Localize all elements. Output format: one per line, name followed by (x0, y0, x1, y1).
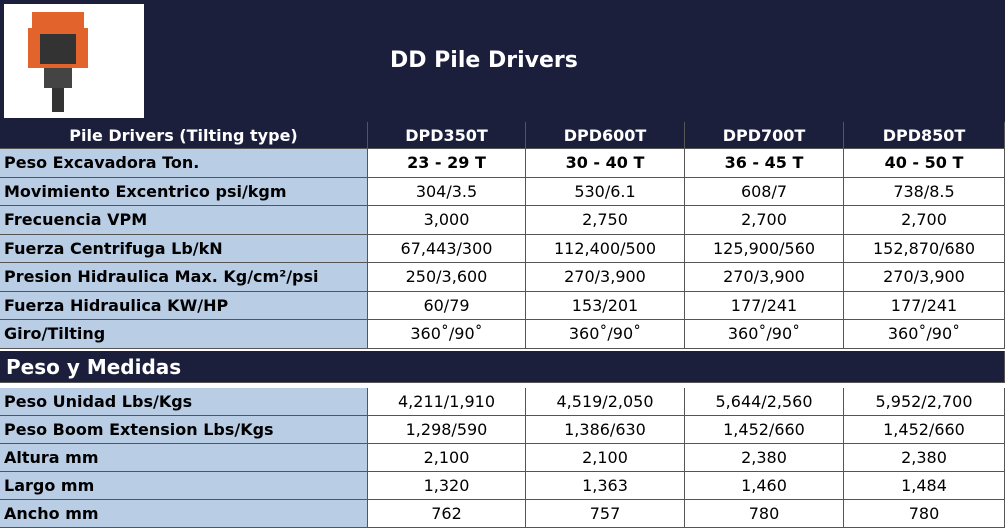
table-cell: Fuerza Hidraulica KW/HP (0, 292, 368, 321)
table-cell: DPD600T (526, 122, 685, 149)
table-cell: 270/3,900 (844, 263, 1005, 292)
table-cell: 2,100 (526, 444, 685, 472)
table-cell: 60/79 (368, 292, 526, 321)
table-cell: 3,000 (368, 206, 526, 235)
table-cell: Peso Excavadora Ton. (0, 149, 368, 178)
product-image (4, 4, 144, 118)
table-cell: 177/241 (685, 292, 844, 321)
table-cell: 2,750 (526, 206, 685, 235)
table-cell: Pile Drivers (Tilting type) (0, 122, 368, 149)
table-cell: 112,400/500 (526, 235, 685, 264)
table-cell: 23 - 29 T (368, 149, 526, 178)
table-cell: 30 - 40 T (526, 149, 685, 178)
table-cell: 270/3,900 (685, 263, 844, 292)
table-cell: 1,298/590 (368, 416, 526, 444)
table-cell: DPD700T (685, 122, 844, 149)
table-cell: 153/201 (526, 292, 685, 321)
table-cell: 2,380 (844, 444, 1005, 472)
table-cell: 2,100 (368, 444, 526, 472)
table-cell: 738/8.5 (844, 178, 1005, 207)
table-cell: 530/6.1 (526, 178, 685, 207)
table-cell: 2,700 (685, 206, 844, 235)
table-cell: 608/7 (685, 178, 844, 207)
table-cell: Largo mm (0, 472, 368, 500)
table-cell: 67,443/300 (368, 235, 526, 264)
table-cell: 1,363 (526, 472, 685, 500)
table-cell: Frecuencia VPM (0, 206, 368, 235)
machine-icon (4, 4, 144, 118)
table-cell: 360˚/90˚ (685, 320, 844, 349)
table-cell: 250/3,600 (368, 263, 526, 292)
table-cell: 1,452/660 (844, 416, 1005, 444)
table-cell: 125,900/560 (685, 235, 844, 264)
table-cell: 762 (368, 500, 526, 528)
table-cell: 4,519/2,050 (526, 388, 685, 416)
table-cell: 360˚/90˚ (368, 320, 526, 349)
table-cell: 177/241 (844, 292, 1005, 321)
table-cell: Giro/Tilting (0, 320, 368, 349)
table-cell: 780 (685, 500, 844, 528)
table-cell: 360˚/90˚ (526, 320, 685, 349)
table-cell: 304/3.5 (368, 178, 526, 207)
table-cell: 1,452/660 (685, 416, 844, 444)
table-cell: 360˚/90˚ (844, 320, 1005, 349)
table-cell: 5,644/2,560 (685, 388, 844, 416)
table-cell: Peso Boom Extension Lbs/Kgs (0, 416, 368, 444)
table-cell: 4,211/1,910 (368, 388, 526, 416)
page-title: DD Pile Drivers (390, 48, 578, 73)
table-cell: Peso y Medidas (0, 351, 1005, 383)
table-cell: 1,320 (368, 472, 526, 500)
table-cell: DPD350T (368, 122, 526, 149)
table-cell: 1,386/630 (526, 416, 685, 444)
table-cell: Altura mm (0, 444, 368, 472)
table-cell: 1,484 (844, 472, 1005, 500)
table-cell: Peso Unidad Lbs/Kgs (0, 388, 368, 416)
table-cell: 757 (526, 500, 685, 528)
table-cell: Movimiento Excentrico psi/kgm (0, 178, 368, 207)
table-cell: 2,700 (844, 206, 1005, 235)
table-cell: 36 - 45 T (685, 149, 844, 178)
table-cell: DPD850T (844, 122, 1005, 149)
table-cell: 1,460 (685, 472, 844, 500)
table-cell: 780 (844, 500, 1005, 528)
table-cell: 40 - 50 T (844, 149, 1005, 178)
page: DD Pile Drivers Pile Drivers (Tilting ty… (0, 0, 1005, 529)
table-cell: 270/3,900 (526, 263, 685, 292)
table-cell: 152,870/680 (844, 235, 1005, 264)
table-cell: 5,952/2,700 (844, 388, 1005, 416)
table-cell: Presion Hidraulica Max. Kg/cm²/psi (0, 263, 368, 292)
table-cell: 2,380 (685, 444, 844, 472)
table-cell: Ancho mm (0, 500, 368, 528)
table-cell: Fuerza Centrifuga Lb/kN (0, 235, 368, 264)
